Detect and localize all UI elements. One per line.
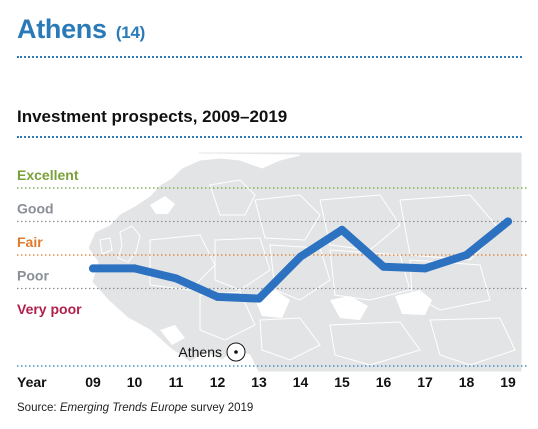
title-divider [17, 56, 522, 58]
x-tick-label-17: 17 [417, 374, 433, 390]
x-tick-label-14: 14 [293, 374, 309, 390]
subtitle-divider [17, 136, 522, 138]
city-rank: (14) [115, 23, 145, 42]
x-tick-label-10: 10 [127, 374, 143, 390]
source-note: Source: Emerging Trends Europe survey 20… [17, 402, 254, 414]
level-label-3: Poor [17, 268, 49, 284]
x-tick-label-18: 18 [459, 374, 475, 390]
x-axis-title: Year [17, 374, 47, 390]
data-point-18 [462, 251, 471, 259]
data-point-11 [172, 274, 180, 283]
x-tick-label-15: 15 [334, 374, 350, 390]
athens-location-dot [234, 350, 238, 354]
level-label-1: Good [17, 201, 54, 217]
data-point-10 [130, 264, 139, 273]
athens-label: Athens [178, 344, 222, 360]
x-tick-label-19: 19 [500, 374, 516, 390]
data-point-16 [379, 262, 388, 271]
level-label-4: Very poor [17, 301, 82, 317]
data-point-19 [504, 217, 512, 226]
x-tick-label-16: 16 [376, 374, 392, 390]
data-point-13 [255, 294, 263, 303]
data-point-14 [296, 252, 305, 261]
x-tick-label-12: 12 [210, 374, 226, 390]
level-label-0: Excellent [17, 167, 79, 183]
chart-title: Investment prospects, 2009–2019 [17, 107, 288, 126]
data-point-17 [421, 264, 429, 273]
data-point-09 [89, 264, 97, 273]
data-point-12 [213, 292, 222, 301]
x-tick-label-11: 11 [169, 374, 184, 390]
x-tick-label-09: 09 [85, 374, 101, 390]
level-label-2: Fair [17, 234, 43, 250]
europe-map-background [19, 151, 523, 373]
city-name: Athens [17, 14, 107, 44]
page-title: Athens (14) [17, 14, 145, 45]
data-point-15 [338, 225, 346, 234]
x-tick-label-13: 13 [251, 374, 267, 390]
